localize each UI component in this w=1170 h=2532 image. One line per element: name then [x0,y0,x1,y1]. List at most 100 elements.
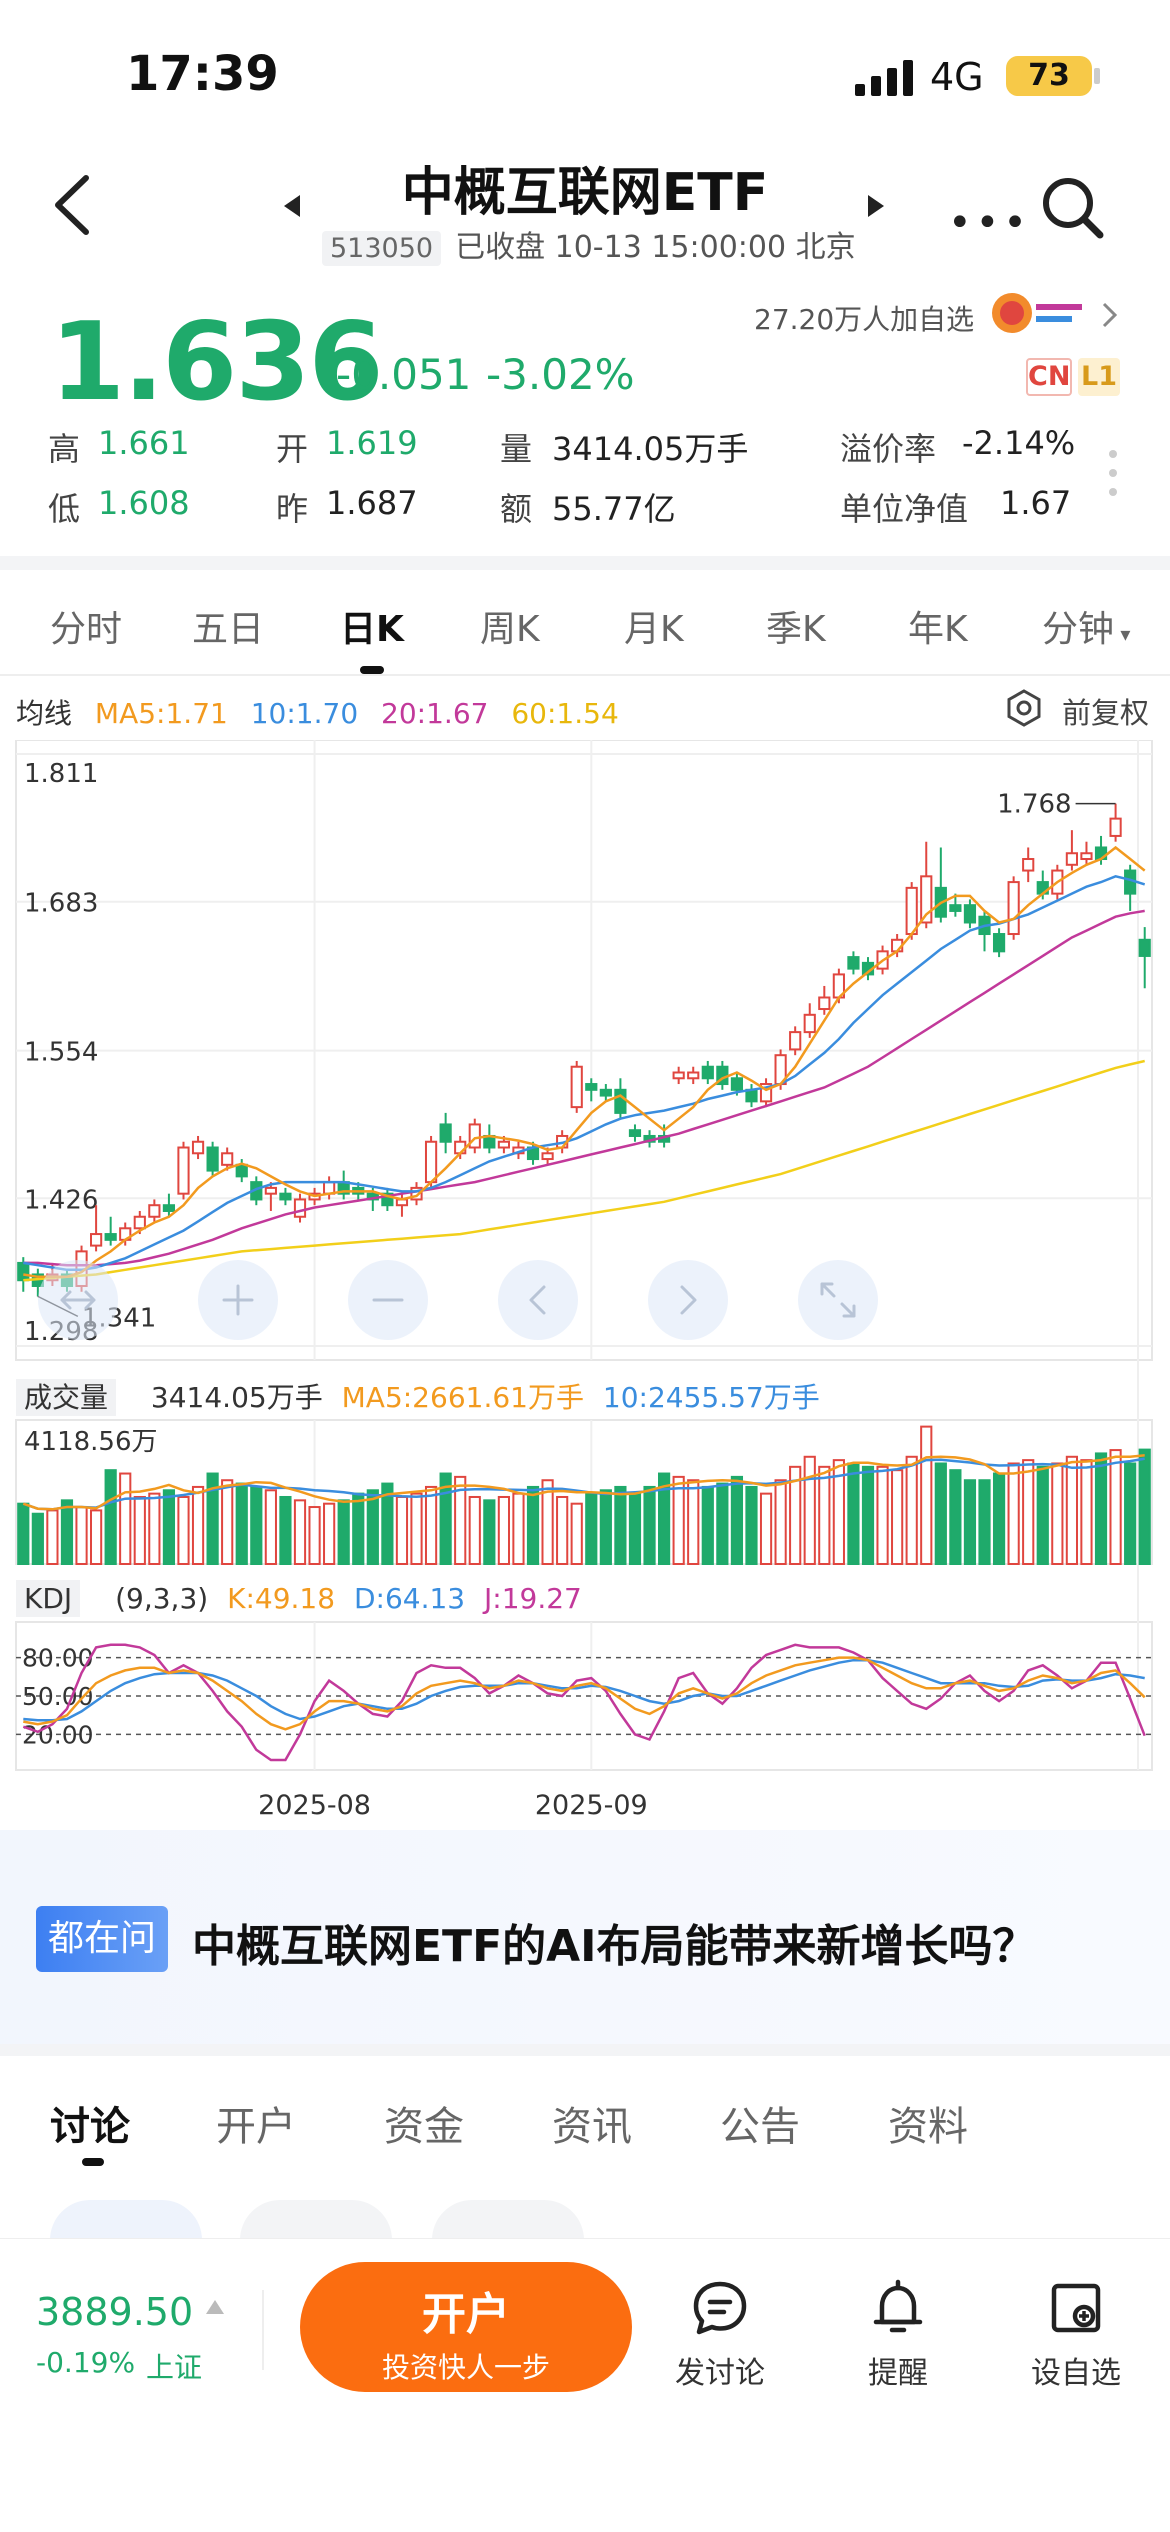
bottom-tab-indicator [82,2158,104,2166]
volume-bar [672,1475,685,1566]
kdj-k-line [23,1656,1146,1731]
volume-bar [614,1485,627,1565]
volume-bar [1051,1462,1064,1565]
bell-icon[interactable] [868,2278,928,2338]
volume-bar [628,1492,642,1566]
volume-bar [323,1502,336,1566]
candle-body [701,1065,714,1080]
volume-bar [526,1485,540,1565]
candle-body [177,1146,190,1195]
tab-intraday[interactable]: 分时 [50,609,123,650]
index-value[interactable]: 3889.50 [36,2290,194,2334]
volume-bar [876,1465,889,1566]
tab-news[interactable]: 资讯 [552,2104,632,2150]
candle-body [293,1198,307,1218]
kdj-label: KDJ [16,1580,81,1617]
tab-minute[interactable]: 分钟 ▾ [1042,609,1131,650]
tab-announcements[interactable]: 公告 [720,2104,800,2150]
volume-bar [17,1502,30,1566]
candle-body [235,1163,248,1178]
volume-bar [599,1489,612,1565]
current-price: 1.636 [50,300,384,425]
ma60-value: 60:1.54 [511,697,619,730]
tab-minute-label: 分钟 [1042,609,1115,650]
stat-label-turnover: 额 [500,490,533,528]
kdj-j-line [22,1643,1146,1762]
tab-yearly-k[interactable]: 年K [908,609,968,650]
more-icon[interactable]: ••• [948,200,1031,246]
tab-open-account[interactable]: 开户 [216,2104,296,2150]
volume-bar [439,1472,452,1566]
tab-quarterly-k[interactable]: 季K [766,609,826,650]
candle-body [279,1192,292,1201]
volume-bar [556,1495,569,1565]
pan-left-icon[interactable] [498,1260,578,1340]
candle-body [439,1123,452,1143]
followers-avatar-icon[interactable] [990,290,1090,336]
pan-right-icon[interactable] [648,1260,728,1340]
volume-bar [410,1492,423,1566]
tab-weekly-k[interactable]: 周K [480,609,540,650]
price-change-pct: -3.02% [486,350,635,399]
adjust-mode[interactable]: 前复权 [1062,696,1150,730]
volume-bar [1007,1462,1020,1565]
volume-bar [978,1479,991,1565]
volume-bar [264,1489,277,1565]
open-account-button[interactable]: 开户 投资快人一步 [300,2262,632,2392]
candle-body [410,1186,423,1201]
volume-bar [424,1485,438,1565]
volume-bar [1080,1459,1093,1565]
ask-banner[interactable] [0,1830,1170,2050]
tool-label-remind[interactable]: 提醒 [868,2356,928,2391]
tool-label-watchlist[interactable]: 设自选 [1031,2356,1121,2391]
more-vertical-icon[interactable] [1108,448,1118,498]
section-divider [0,556,1170,570]
zoom-in-icon[interactable] [198,1260,278,1340]
candle-body [468,1123,481,1149]
candle-body [1007,881,1020,936]
settings-icon[interactable] [1004,688,1044,728]
ma5-value: MA5:1.71 [94,697,228,730]
candle-body [191,1140,205,1155]
tab-five-day[interactable]: 五日 [192,609,265,650]
index-change: -0.19% [36,2346,136,2379]
volume-bar [119,1472,132,1566]
candle-body [847,956,860,970]
stat-label-low: 低 [48,490,81,528]
expand-icon[interactable] [798,1260,878,1340]
trade-status: 513050 已收盘 10-13 15:00:00 北京 [322,222,856,266]
tab-monthly-k[interactable]: 月K [624,609,684,650]
ask-question[interactable]: 中概互联网ETF的AI布局能带来新增长吗？ [192,1921,1037,1972]
x-tick-label: 2025-08 [258,1790,371,1821]
zoom-out-icon[interactable] [348,1260,428,1340]
tab-funds[interactable]: 资金 [384,2104,464,2150]
volume-max-label: 4118.56万 [24,1427,158,1457]
tab-daily-k[interactable]: 日K [340,609,404,650]
candle-body [1022,858,1035,872]
tab-profile[interactable]: 资料 [888,2104,968,2150]
next-stock-icon[interactable] [868,195,884,217]
candle-body [1138,938,1151,957]
k-line-chart[interactable]: 1.8111.6831.5541.4261.2981.7681.3414118.… [0,740,1170,1830]
candle-body [497,1140,510,1149]
chat-icon[interactable] [690,2278,750,2338]
tool-label-discuss[interactable]: 发讨论 [675,2356,765,2391]
stat-value-nav: 1.67 [1000,484,1072,522]
chevron-right-icon[interactable] [1100,300,1120,330]
back-arrow-icon[interactable] [46,170,102,240]
ma10-line [23,874,1146,1272]
volume-bar [1065,1455,1078,1566]
volume-bar [1138,1448,1151,1566]
search-icon[interactable] [1040,175,1106,241]
watchlist-icon[interactable] [1046,2278,1106,2338]
followers-count[interactable]: 27.20万人加自选 [754,303,975,336]
candle-body [17,1261,30,1282]
fullscreen-icon[interactable] [38,1260,118,1340]
stat-label-nav: 单位净值 [840,490,969,528]
volume-bar [541,1479,554,1565]
volume-bar [963,1479,977,1565]
prev-stock-icon[interactable] [284,195,300,217]
ma5-line [23,845,1146,1279]
volume-bar [90,1509,103,1566]
tab-discussion[interactable]: 讨论 [50,2104,130,2150]
